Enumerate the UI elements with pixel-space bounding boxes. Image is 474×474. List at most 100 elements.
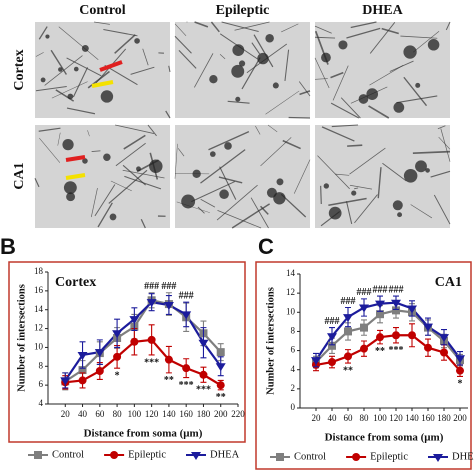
cell-body	[62, 139, 74, 151]
neurite	[114, 34, 136, 54]
marker	[423, 323, 433, 332]
column-label: DHEA	[362, 3, 403, 18]
significance-mark: **	[343, 365, 353, 376]
y-tick-label: 12	[34, 323, 43, 333]
x-tick-label: 60	[344, 413, 354, 423]
significance-mark: ***	[389, 345, 404, 356]
neurite	[108, 169, 148, 204]
marker	[129, 316, 140, 325]
cell-body	[323, 183, 330, 189]
neurite	[330, 71, 344, 79]
neurite	[349, 184, 373, 190]
neurite	[194, 53, 214, 88]
marker	[199, 370, 208, 379]
marker	[164, 355, 173, 364]
marker	[392, 331, 400, 340]
legend-marker	[191, 452, 201, 460]
legend-marker	[110, 451, 119, 459]
neurite	[90, 187, 98, 218]
x-tick-label: 20	[312, 413, 322, 423]
y-tick-label: 4	[291, 364, 296, 374]
marker	[78, 376, 87, 385]
legend-marker	[34, 451, 42, 459]
chart-title: Cortex	[55, 275, 96, 290]
marker	[391, 299, 401, 308]
neurite	[219, 53, 226, 60]
neurite	[412, 150, 451, 155]
cell-body	[257, 52, 269, 65]
column-label: Epileptic	[216, 3, 270, 18]
cell-body	[82, 158, 88, 164]
micrograph	[315, 22, 450, 118]
neurite	[177, 148, 185, 157]
neurite	[231, 203, 271, 229]
cell-body	[265, 33, 274, 43]
legend-label: Control	[52, 449, 84, 460]
x-tick-label: 220	[231, 409, 245, 419]
neurite	[317, 155, 350, 190]
neurite	[34, 178, 40, 188]
marker	[328, 358, 336, 367]
neurite	[253, 34, 274, 68]
x-tick-label: 100	[373, 413, 387, 423]
cell-body	[393, 102, 405, 113]
significance-mark: **	[375, 346, 385, 357]
cell-body	[100, 90, 114, 103]
legend-label: DHEA	[210, 449, 240, 460]
cell-body	[209, 75, 218, 84]
column-label: Control	[79, 3, 126, 18]
cell-body	[231, 64, 245, 78]
neurite	[437, 125, 446, 130]
neurite	[94, 184, 116, 217]
neurite	[335, 173, 350, 176]
cell-body	[266, 187, 277, 198]
marker	[311, 357, 321, 366]
cell-body	[276, 178, 284, 186]
series-line	[315, 309, 461, 363]
series-line	[315, 334, 461, 372]
marker	[198, 339, 209, 348]
cell-body	[45, 34, 50, 39]
cell-body	[397, 212, 403, 218]
y-tick-label: 10	[34, 341, 44, 351]
neurite	[110, 180, 132, 192]
x-tick-label: 140	[162, 409, 176, 419]
neurite	[194, 21, 209, 28]
neurite	[282, 139, 301, 150]
series-line	[64, 300, 222, 382]
neurite	[321, 126, 355, 142]
y-tick-label: 18	[34, 266, 44, 276]
neurite	[39, 137, 61, 163]
neurite	[44, 55, 83, 86]
neurite	[210, 21, 220, 33]
neurite	[234, 21, 270, 31]
x-tick-label: 80	[360, 413, 370, 423]
y-tick-label: 0	[291, 402, 296, 412]
marker	[77, 351, 88, 360]
neurite	[340, 97, 361, 119]
marker	[216, 381, 225, 390]
neurite	[200, 149, 246, 184]
neurite	[130, 66, 155, 75]
marker	[146, 299, 157, 308]
y-tick-label: 8	[291, 325, 296, 335]
marker	[407, 305, 417, 314]
cell-body	[403, 169, 418, 183]
cell-body	[40, 77, 46, 83]
row-label: Cortex	[12, 49, 27, 90]
x-tick-label: 120	[389, 413, 403, 423]
marker	[440, 348, 448, 357]
neurite	[284, 49, 290, 82]
significance-mark: **	[164, 375, 174, 386]
neurite	[191, 181, 236, 203]
neurite	[255, 125, 261, 135]
cell-body	[358, 94, 369, 104]
neurite	[87, 70, 110, 89]
neurite	[200, 198, 216, 208]
neurite	[430, 170, 451, 178]
marker	[95, 367, 104, 375]
neurite	[35, 85, 67, 92]
legend-label: Epileptic	[370, 451, 408, 462]
legend-label: Control	[294, 451, 326, 462]
